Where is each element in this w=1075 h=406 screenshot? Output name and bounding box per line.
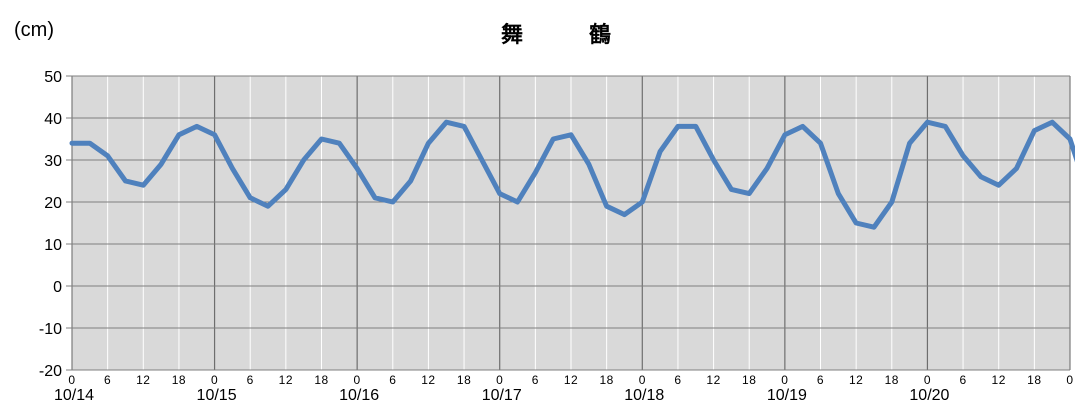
x-hour-tick-label: 18 xyxy=(742,373,756,387)
y-tick-label: 20 xyxy=(44,195,62,212)
x-hour-tick-label: 12 xyxy=(564,373,578,387)
y-tick-label: 0 xyxy=(53,279,62,296)
x-hour-tick-label: 12 xyxy=(421,373,435,387)
y-tick-label: 10 xyxy=(44,237,62,254)
x-date-label: 10/14 xyxy=(54,387,94,404)
x-hour-tick-label: 18 xyxy=(314,373,328,387)
x-hour-tick-label: 18 xyxy=(885,373,899,387)
x-hour-tick-label: 6 xyxy=(247,373,254,387)
x-hour-tick-label: 0 xyxy=(68,373,75,387)
x-hour-tick-label: 6 xyxy=(959,373,966,387)
x-hour-tick-label: 0 xyxy=(354,373,361,387)
x-hour-tick-label: 12 xyxy=(992,373,1006,387)
x-hour-tick-label: 0 xyxy=(496,373,503,387)
x-hour-tick-label: 0 xyxy=(1066,373,1073,387)
x-hour-tick-label: 0 xyxy=(924,373,931,387)
x-hour-tick-label: 6 xyxy=(389,373,396,387)
x-hour-tick-label: 18 xyxy=(457,373,471,387)
x-hour-tick-label: 12 xyxy=(136,373,150,387)
y-tick-label: 40 xyxy=(44,111,62,128)
x-hour-tick-label: 18 xyxy=(172,373,186,387)
y-tick-label: -10 xyxy=(39,321,62,338)
y-axis-unit: (cm) xyxy=(14,19,54,41)
x-date-label: 10/19 xyxy=(767,387,807,404)
x-date-label: 10/16 xyxy=(339,387,379,404)
x-hour-tick-label: 12 xyxy=(849,373,863,387)
chart-title: 舞 鶴 xyxy=(501,22,611,48)
y-axis-ticks: -20 -10 0 10 20 30 40 50 xyxy=(39,69,62,380)
x-hour-tick-label: 0 xyxy=(211,373,218,387)
x-axis-date-labels: 10/14 10/15 10/16 10/17 10/18 10/19 10/20 xyxy=(54,387,950,404)
x-hour-tick-label: 0 xyxy=(781,373,788,387)
y-tick-label: -20 xyxy=(39,363,62,380)
x-hour-tick-label: 6 xyxy=(817,373,824,387)
x-hour-tick-label: 6 xyxy=(532,373,539,387)
x-hour-tick-label: 12 xyxy=(706,373,720,387)
x-date-label: 10/17 xyxy=(482,387,522,404)
x-hour-tick-label: 12 xyxy=(279,373,293,387)
x-hour-tick-label: 6 xyxy=(674,373,681,387)
x-date-label: 10/20 xyxy=(909,387,949,404)
y-tick-label: 50 xyxy=(44,69,62,86)
x-date-label: 10/15 xyxy=(197,387,237,404)
x-hour-tick-label: 6 xyxy=(104,373,111,387)
x-hour-tick-label: 18 xyxy=(599,373,613,387)
x-hour-tick-label: 0 xyxy=(639,373,646,387)
x-axis-hour-ticks: 0 6 12 18 0 6 12 18 0 6 12 18 0 6 12 18 0 6 12 18 0 6 12 18 0 6 12… xyxy=(68,373,1073,387)
y-tick-label: 30 xyxy=(44,153,62,170)
vertical-grid xyxy=(71,76,1071,370)
x-hour-tick-label: 18 xyxy=(1027,373,1041,387)
x-date-label: 10/18 xyxy=(624,387,664,404)
series-line xyxy=(69,119,1075,230)
